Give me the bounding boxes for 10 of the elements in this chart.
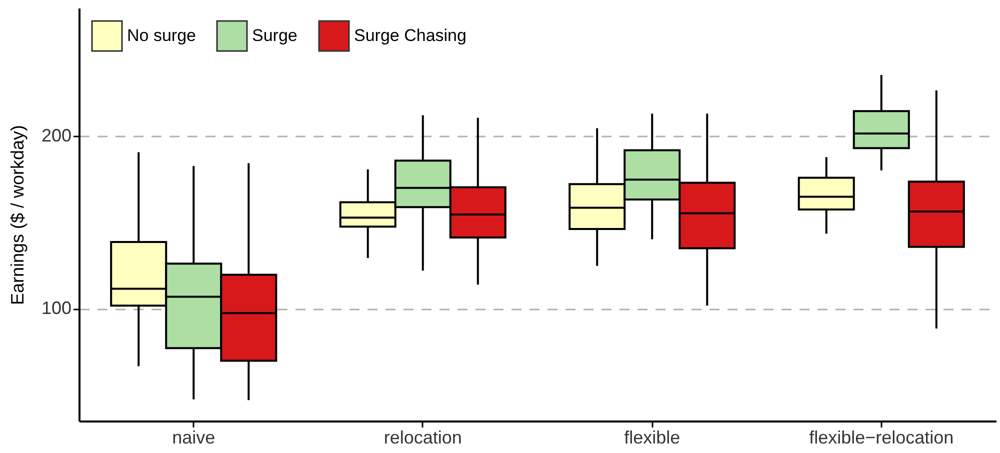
y-tick-label: 200 [41,125,72,146]
legend-label: Surge [252,26,298,45]
x-tick-label: naive [172,428,216,448]
legend-label: No surge [127,26,196,45]
legend-label: Surge Chasing [354,26,466,45]
y-tick-label: 100 [41,298,72,318]
x-tick-label: flexible−relocation [809,428,954,448]
y-axis-title: Earnings ($ / workday) [7,124,28,306]
x-tick-label: relocation [384,428,462,448]
x-tick-label: flexible [624,428,680,448]
